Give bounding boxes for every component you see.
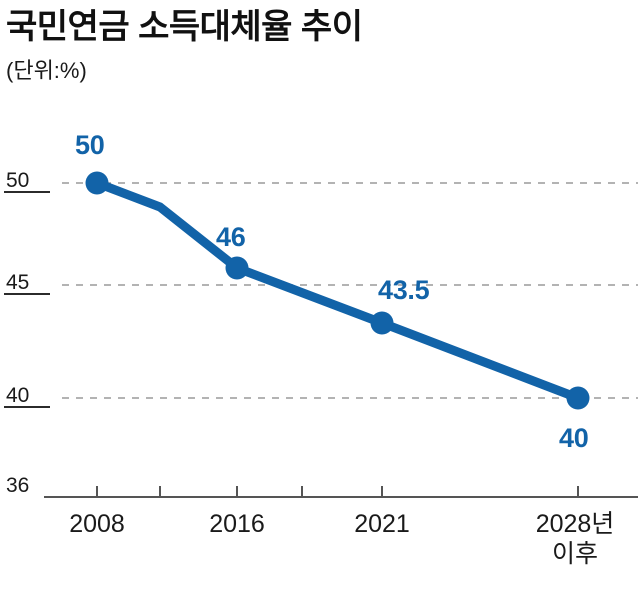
x-axis-label-2016: 2016 [177,510,297,540]
data-label-2021: 43.5 [378,275,430,305]
x-axis-label-2028: 2028년 이후 [512,510,638,569]
data-label-2016: 46 [216,222,246,252]
x-axis-label-line1: 2021 [354,510,410,538]
data-label-2028: 40 [559,423,589,453]
y-axis-tick-label-40: 40 [6,384,30,407]
data-point-marker[interactable] [566,386,590,410]
page-title: 국민연금 소득대체율 추이 [6,8,363,46]
x-axis-label-line1: 2016 [209,510,265,538]
y-axis-tick-rule [4,293,50,295]
y-axis-tick-rule [4,406,50,408]
x-axis-label-2008: 2008 [37,510,157,540]
x-axis-label-line2: 이후 [551,539,598,568]
y-axis-tick-label-50: 50 [6,169,30,192]
data-label-2008: 50 [75,130,105,160]
data-point-marker[interactable] [85,171,109,195]
data-point-marker[interactable] [225,256,249,280]
data-line-series-1 [92,178,583,403]
x-axis-label-line1: 2008 [69,510,125,538]
x-axis-label-line1: 2028년 [535,510,615,538]
y-axis-tick-label-45: 45 [6,271,30,294]
y-axis-tick-label-36: 36 [6,474,30,497]
y-axis-tick-rule [4,191,50,193]
chart-unit-note: (단위:%) [6,58,87,83]
data-point-marker[interactable] [370,311,394,335]
x-axis-label-2021: 2021 [322,510,442,540]
